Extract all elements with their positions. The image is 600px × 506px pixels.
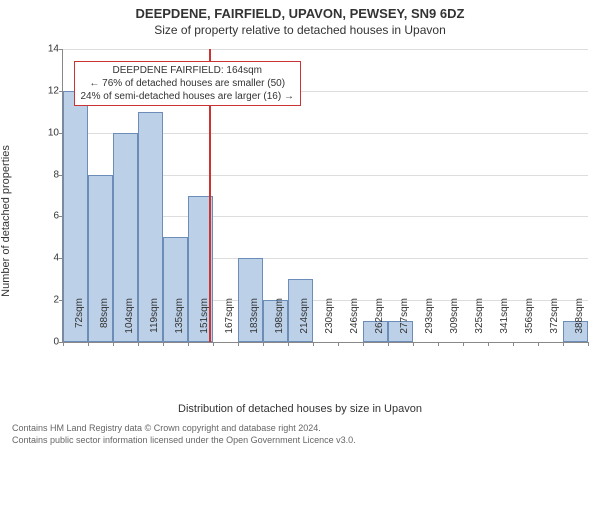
y-tick-label: 12 (48, 85, 63, 96)
x-tick-mark (188, 342, 189, 346)
x-tick-label: 72sqm (74, 298, 85, 348)
x-tick-label: 230sqm (324, 298, 335, 348)
x-tick-label: 341sqm (499, 298, 510, 348)
x-tick-label: 293sqm (424, 298, 435, 348)
x-tick-mark (88, 342, 89, 346)
x-tick-label: 309sqm (449, 298, 460, 348)
x-tick-mark (413, 342, 414, 346)
plot-area: 0246810121472sqm88sqm104sqm119sqm135sqm1… (62, 49, 588, 343)
page-subtitle: Size of property relative to detached ho… (0, 23, 600, 37)
page-title-address: DEEPDENE, FAIRFIELD, UPAVON, PEWSEY, SN9… (0, 6, 600, 21)
x-tick-mark (238, 342, 239, 346)
y-axis-title: Number of detached properties (0, 145, 12, 297)
x-tick-mark (463, 342, 464, 346)
x-tick-label: 262sqm (374, 298, 385, 348)
y-tick-label: 6 (53, 211, 63, 222)
x-tick-mark (288, 342, 289, 346)
x-tick-label: 88sqm (99, 298, 110, 348)
footer-line-1: Contains HM Land Registry data © Crown c… (12, 423, 588, 435)
x-tick-mark (313, 342, 314, 346)
footer-line-2: Contains public sector information licen… (12, 435, 588, 447)
x-tick-label: 277sqm (399, 298, 410, 348)
x-axis-title: Distribution of detached houses by size … (0, 403, 600, 415)
x-tick-label: 183sqm (249, 298, 260, 348)
x-tick-mark (588, 342, 589, 346)
x-tick-label: 388sqm (574, 298, 585, 348)
annotation-line: DEEPDENE FAIRFIELD: 164sqm (81, 64, 294, 77)
x-tick-mark (338, 342, 339, 346)
y-tick-label: 10 (48, 127, 63, 138)
x-tick-label: 198sqm (274, 298, 285, 348)
x-tick-label: 135sqm (174, 298, 185, 348)
x-tick-label: 104sqm (124, 298, 135, 348)
y-tick-label: 8 (53, 169, 63, 180)
x-tick-label: 214sqm (299, 298, 310, 348)
x-tick-mark (538, 342, 539, 346)
x-tick-mark (113, 342, 114, 346)
y-tick-label: 2 (53, 295, 63, 306)
x-tick-label: 325sqm (474, 298, 485, 348)
x-tick-mark (163, 342, 164, 346)
histogram-chart: Number of detached properties 0246810121… (34, 41, 594, 401)
x-tick-label: 119sqm (149, 298, 160, 348)
x-tick-mark (213, 342, 214, 346)
annotation-box: DEEPDENE FAIRFIELD: 164sqm← 76% of detac… (74, 61, 301, 106)
x-tick-label: 356sqm (524, 298, 535, 348)
attribution-footer: Contains HM Land Registry data © Crown c… (12, 423, 588, 446)
x-tick-label: 372sqm (549, 298, 560, 348)
annotation-line: 24% of semi-detached houses are larger (… (81, 90, 294, 103)
x-tick-label: 167sqm (224, 298, 235, 348)
x-tick-mark (63, 342, 64, 346)
y-tick-label: 4 (53, 253, 63, 264)
x-tick-mark (488, 342, 489, 346)
x-tick-mark (363, 342, 364, 346)
annotation-line: ← 76% of detached houses are smaller (50… (81, 77, 294, 90)
y-tick-label: 0 (53, 337, 63, 348)
x-tick-mark (513, 342, 514, 346)
x-tick-mark (563, 342, 564, 346)
x-tick-label: 246sqm (349, 298, 360, 348)
x-tick-mark (438, 342, 439, 346)
x-tick-mark (388, 342, 389, 346)
y-tick-label: 14 (48, 44, 63, 55)
x-tick-label: 151sqm (199, 298, 210, 348)
x-tick-mark (138, 342, 139, 346)
x-tick-mark (263, 342, 264, 346)
